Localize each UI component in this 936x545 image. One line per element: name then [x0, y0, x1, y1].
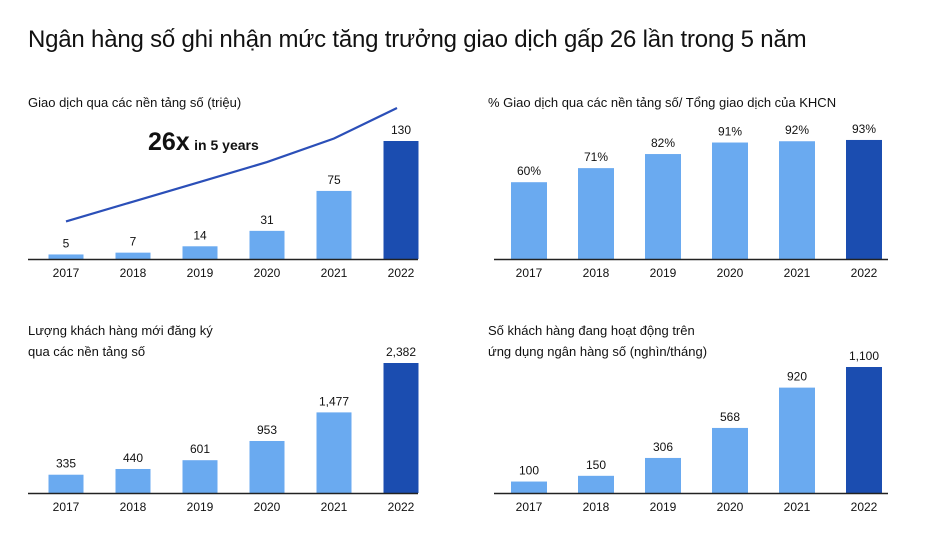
bar-2017 — [511, 481, 547, 493]
chart-title-line-1: Lượng khách hàng mới đăng ký — [28, 323, 213, 338]
bar-2019 — [182, 246, 218, 259]
bar-2022 — [846, 139, 882, 259]
growth-multiplier: 26x — [148, 128, 190, 156]
data-label: 91% — [718, 125, 742, 139]
x-tick-label: 2019 — [650, 266, 677, 280]
chart-title-line-2: ứng dụng ngân hàng số (nghìn/tháng) — [488, 344, 708, 359]
chart-title: Giao dịch qua các nền tảng số (triệu) — [28, 92, 241, 113]
x-tick-label: 2018 — [583, 266, 610, 280]
x-tick-label: 2017 — [53, 500, 80, 514]
data-label: 60% — [517, 164, 541, 178]
data-label: 31 — [260, 213, 274, 227]
bar-2021 — [316, 190, 352, 259]
chart-title: % Giao dịch qua các nền tảng số/ Tổng gi… — [488, 92, 836, 113]
x-tick-label: 2021 — [321, 500, 348, 514]
data-label: 150 — [586, 458, 606, 472]
data-label: 93% — [852, 122, 876, 136]
bar-2018 — [115, 468, 151, 493]
bar-2018 — [578, 168, 614, 259]
bar-2020 — [712, 427, 748, 493]
page-title: Ngân hàng số ghi nhận mức tăng trưởng gi… — [28, 26, 807, 53]
x-tick-label: 2020 — [254, 500, 281, 514]
bar-2020 — [712, 142, 748, 259]
bar-2022 — [383, 363, 419, 493]
data-label: 1,477 — [319, 394, 349, 408]
growth-period: in 5 years — [194, 137, 259, 153]
data-label: 601 — [190, 442, 210, 456]
bar-2021 — [316, 412, 352, 493]
bar-2021 — [779, 141, 815, 259]
data-label: 82% — [651, 136, 675, 150]
bar-2022 — [846, 367, 882, 493]
x-tick-label: 2021 — [321, 266, 348, 280]
bar-2017 — [48, 474, 84, 493]
data-label: 100 — [519, 464, 539, 478]
chart-svg: 335 2017 440 2018 601 2019 953 2020 1,477 2021 2,3… — [28, 345, 419, 514]
data-label: 568 — [720, 410, 740, 424]
x-tick-label: 2021 — [784, 266, 811, 280]
chart-title-line-1: Số khách hàng đang hoạt động trên — [488, 323, 695, 338]
growth-trend-line — [65, 107, 398, 223]
chart-svg: 100 2017 150 2018 306 2019 568 2020 920 2021 1,100… — [494, 349, 888, 514]
bar-2017 — [48, 254, 84, 259]
chart-panel-new-customers: Lượng khách hàng mới đăng ký qua các nền… — [28, 320, 428, 530]
data-label: 7 — [130, 235, 137, 249]
data-label: 75 — [327, 173, 341, 187]
chart-panel-digital-transactions: Giao dịch qua các nền tảng số (triệu) 26… — [28, 92, 428, 292]
data-label: 14 — [193, 228, 207, 242]
x-tick-label: 2018 — [120, 500, 147, 514]
x-tick-label: 2022 — [388, 500, 415, 514]
x-tick-label: 2018 — [583, 500, 610, 514]
bar-2021 — [779, 387, 815, 493]
data-label: 130 — [391, 123, 411, 137]
x-tick-label: 2017 — [53, 266, 80, 280]
x-tick-label: 2022 — [851, 500, 878, 514]
x-tick-label: 2020 — [254, 266, 281, 280]
x-tick-label: 2019 — [187, 500, 214, 514]
data-label: 335 — [56, 457, 76, 471]
x-tick-label: 2020 — [717, 266, 744, 280]
data-label: 92% — [785, 123, 809, 137]
x-tick-label: 2017 — [516, 500, 543, 514]
chart-title: Số khách hàng đang hoạt động trên ứng dụ… — [488, 320, 707, 362]
data-label: 953 — [257, 423, 277, 437]
chart-title-line-2: qua các nền tảng số — [28, 344, 146, 359]
data-label: 71% — [584, 150, 608, 164]
bar-2019 — [182, 460, 218, 493]
data-label: 2,382 — [386, 345, 416, 359]
bar-2017 — [511, 182, 547, 259]
bar-2019 — [645, 154, 681, 259]
data-label: 440 — [123, 451, 143, 465]
bar-2020 — [249, 230, 285, 259]
chart-panel-active-customers: Số khách hàng đang hoạt động trên ứng dụ… — [488, 320, 898, 530]
chart-panel-digital-share: % Giao dịch qua các nền tảng số/ Tổng gi… — [488, 92, 898, 292]
x-tick-label: 2022 — [388, 266, 415, 280]
x-tick-label: 2018 — [120, 266, 147, 280]
x-tick-label: 2017 — [516, 266, 543, 280]
bar-2018 — [115, 252, 151, 259]
bar-2022 — [383, 141, 419, 259]
data-label: 306 — [653, 440, 673, 454]
bar-2018 — [578, 475, 614, 493]
x-tick-label: 2020 — [717, 500, 744, 514]
chart-title: Lượng khách hàng mới đăng ký qua các nền… — [28, 320, 213, 362]
x-tick-label: 2019 — [650, 500, 677, 514]
data-label: 920 — [787, 370, 807, 384]
chart-title-line: % Giao dịch qua các nền tảng số/ Tổng gi… — [488, 95, 837, 110]
data-label: 5 — [63, 236, 70, 250]
x-tick-label: 2022 — [851, 266, 878, 280]
chart-svg: 60% 2017 71% 2018 82% 2019 91% 2020 92% 2021 93% 20… — [494, 122, 888, 280]
bar-2020 — [249, 440, 285, 493]
chart-svg: 5 2017 7 2018 14 2019 31 2020 75 2021 130 2022 — [28, 107, 419, 280]
data-label: 1,100 — [849, 349, 879, 363]
bar-2019 — [645, 457, 681, 493]
growth-annotation: 26x in 5 years — [148, 128, 259, 157]
x-tick-label: 2021 — [784, 500, 811, 514]
x-tick-label: 2019 — [187, 266, 214, 280]
chart-title-line: Giao dịch qua các nền tảng số (triệu) — [28, 95, 242, 110]
